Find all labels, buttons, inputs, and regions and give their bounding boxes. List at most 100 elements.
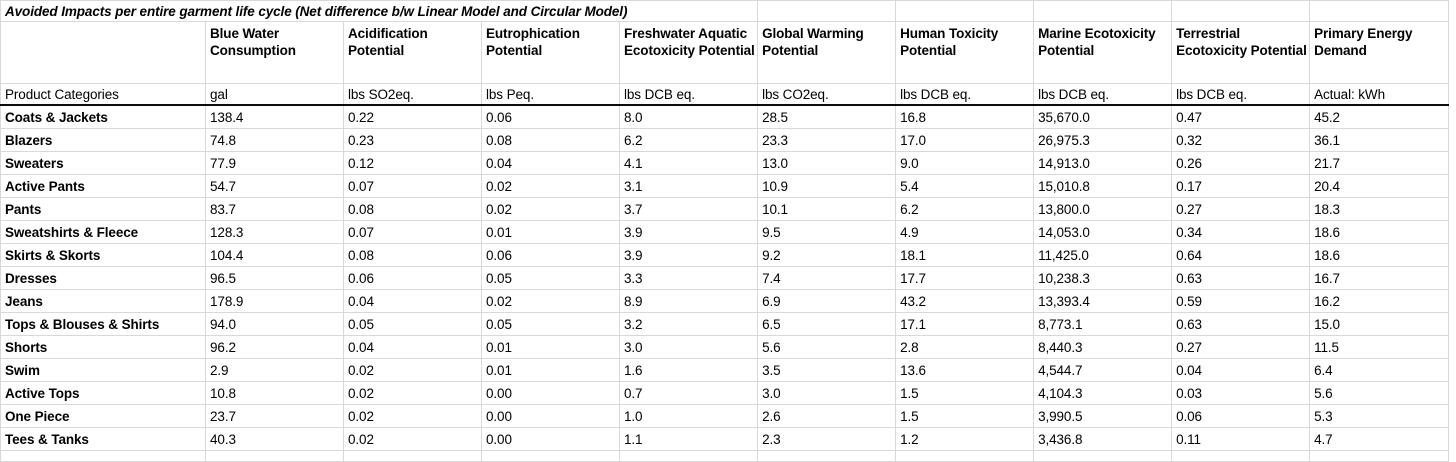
category-cell[interactable]: Tees & Tanks [0,427,206,451]
value-cell[interactable]: 8,773.1 [1033,312,1173,336]
value-cell[interactable]: 0.02 [481,197,620,221]
column-header[interactable]: Terrestrial Ecotoxicity Potential [1171,21,1311,84]
value-cell[interactable]: 45.2 [1309,104,1450,129]
value-cell[interactable]: 0.08 [481,128,620,152]
value-cell[interactable]: 0.02 [481,289,620,313]
value-cell[interactable]: 1.5 [895,381,1035,405]
value-cell[interactable]: 14,053.0 [1033,220,1173,244]
value-cell[interactable]: 0.23 [343,128,482,152]
value-cell[interactable]: 0.00 [481,404,620,428]
category-cell[interactable]: Jeans [0,289,206,313]
value-cell[interactable]: 0.08 [343,243,482,267]
value-cell[interactable]: 54.7 [205,174,344,198]
value-cell[interactable]: 3.7 [618,197,759,221]
unit-cell[interactable]: lbs DCB eq. [618,83,759,106]
value-cell[interactable]: 0.64 [1171,243,1311,267]
value-cell[interactable]: 18.6 [1309,220,1450,244]
empty-cell[interactable] [1033,0,1173,22]
value-cell[interactable]: 3,436.8 [1033,427,1173,451]
value-cell[interactable]: 18.6 [1309,243,1450,267]
value-cell[interactable]: 5.3 [1309,404,1450,428]
value-cell[interactable]: 0.02 [481,174,620,198]
value-cell[interactable]: 9.5 [757,220,897,244]
value-cell[interactable]: 16.8 [895,104,1035,129]
category-cell[interactable]: Shorts [0,335,206,359]
value-cell[interactable]: 5.4 [895,174,1035,198]
unit-cell[interactable]: lbs DCB eq. [895,83,1035,106]
value-cell[interactable]: 6.2 [618,128,759,152]
value-cell[interactable]: 2.9 [205,358,344,382]
unit-cell[interactable]: gal [205,83,344,106]
category-cell[interactable]: Dresses [0,266,206,290]
sheet-title-cell[interactable]: Avoided Impacts per entire garment life … [0,0,759,22]
value-cell[interactable]: 0.06 [481,243,620,267]
value-cell[interactable]: 4,104.3 [1033,381,1173,405]
value-cell[interactable]: 74.8 [205,128,344,152]
value-cell[interactable]: 3.0 [757,381,897,405]
value-cell[interactable]: 1.0 [618,404,759,428]
value-cell[interactable]: 1.5 [895,404,1035,428]
value-cell[interactable]: 0.08 [343,197,482,221]
category-cell[interactable]: Pants [0,197,206,221]
value-cell[interactable]: 23.3 [757,128,897,152]
value-cell[interactable]: 0.05 [481,312,620,336]
value-cell[interactable]: 17.7 [895,266,1035,290]
value-cell[interactable]: 0.04 [343,335,482,359]
value-cell[interactable]: 0.63 [1171,266,1311,290]
unit-cell[interactable]: Actual: kWh [1309,83,1450,106]
value-cell[interactable]: 0.01 [481,335,620,359]
value-cell[interactable]: 4,544.7 [1033,358,1173,382]
value-cell[interactable]: 3,990.5 [1033,404,1173,428]
value-cell[interactable]: 0.02 [343,427,482,451]
value-cell[interactable]: 6.5 [757,312,897,336]
value-cell[interactable]: 0.32 [1171,128,1311,152]
value-cell[interactable]: 9.0 [895,151,1035,175]
value-cell[interactable]: 3.1 [618,174,759,198]
value-cell[interactable]: 77.9 [205,151,344,175]
unit-cell[interactable]: lbs CO2eq. [757,83,897,106]
category-cell[interactable]: Active Pants [0,174,206,198]
value-cell[interactable]: 5.6 [1309,381,1450,405]
value-cell[interactable]: 1.1 [618,427,759,451]
value-cell[interactable]: 2.6 [757,404,897,428]
value-cell[interactable]: 6.9 [757,289,897,313]
corner-cell[interactable] [0,21,206,84]
value-cell[interactable]: 0.01 [481,358,620,382]
value-cell[interactable]: 8.9 [618,289,759,313]
value-cell[interactable]: 0.17 [1171,174,1311,198]
value-cell[interactable]: 16.2 [1309,289,1450,313]
value-cell[interactable]: 26,975.3 [1033,128,1173,152]
empty-cell[interactable] [757,0,897,22]
value-cell[interactable]: 0.03 [1171,381,1311,405]
value-cell[interactable]: 13.6 [895,358,1035,382]
column-header[interactable]: Freshwater Aquatic Ecotoxicity Potential [618,21,759,84]
value-cell[interactable]: 14,913.0 [1033,151,1173,175]
category-cell[interactable]: Swim [0,358,206,382]
value-cell[interactable]: 0.12 [343,151,482,175]
value-cell[interactable]: 16.7 [1309,266,1450,290]
value-cell[interactable]: 4.9 [895,220,1035,244]
value-cell[interactable]: 28.5 [757,104,897,129]
value-cell[interactable]: 2.8 [895,335,1035,359]
value-cell[interactable]: 8,440.3 [1033,335,1173,359]
value-cell[interactable]: 10.8 [205,381,344,405]
empty-cell[interactable] [0,450,206,462]
value-cell[interactable]: 128.3 [205,220,344,244]
empty-cell[interactable] [895,0,1035,22]
value-cell[interactable]: 13.0 [757,151,897,175]
category-cell[interactable]: One Piece [0,404,206,428]
value-cell[interactable]: 0.34 [1171,220,1311,244]
category-cell[interactable]: Tops & Blouses & Shirts [0,312,206,336]
column-header[interactable]: Eutrophication Potential [481,21,620,84]
empty-cell[interactable] [343,450,482,462]
value-cell[interactable]: 7.4 [757,266,897,290]
value-cell[interactable]: 35,670.0 [1033,104,1173,129]
value-cell[interactable]: 17.1 [895,312,1035,336]
empty-cell[interactable] [1171,450,1311,462]
value-cell[interactable]: 3.0 [618,335,759,359]
empty-cell[interactable] [205,450,344,462]
value-cell[interactable]: 4.7 [1309,427,1450,451]
value-cell[interactable]: 21.7 [1309,151,1450,175]
column-header[interactable]: Global Warming Potential [757,21,897,84]
value-cell[interactable]: 10.1 [757,197,897,221]
